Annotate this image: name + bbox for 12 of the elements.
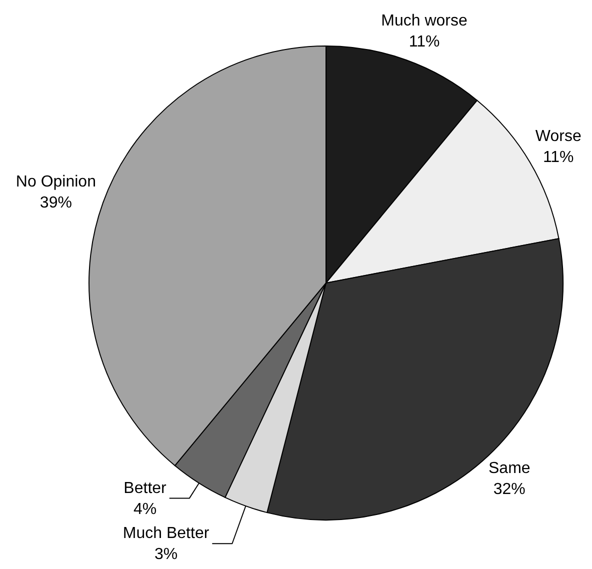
data-label: 11% (408, 33, 440, 50)
data-label: 3% (154, 546, 178, 564)
data-label: 39% (40, 194, 72, 212)
slice-label: Worse (535, 128, 582, 146)
data-label: 4% (133, 500, 157, 518)
slice-label: Much worse (381, 12, 468, 30)
slice-label: Much Better (122, 525, 210, 542)
slice-label: Same (488, 460, 530, 477)
slice-label: No Opinion (16, 174, 96, 191)
data-label: 11% (542, 149, 574, 166)
slice-label: Better (124, 480, 168, 497)
data-label: 32% (493, 480, 526, 498)
